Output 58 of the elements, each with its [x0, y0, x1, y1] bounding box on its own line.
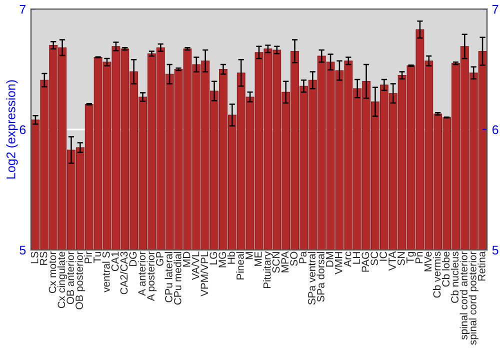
x-tick-label: SO [290, 252, 298, 266]
x-tick-label: CPu lateral [164, 252, 172, 302]
x-tick-label: SPa dorsal [316, 252, 324, 302]
x-tick-label: Cb vermis [432, 252, 441, 298]
y-tick-label: 7 [20, 5, 26, 14]
y2-tick-label: 5 [492, 246, 498, 255]
y2-tick-label: 7 [492, 5, 498, 14]
x-tick-label: ventral S [102, 252, 110, 292]
x-tick-label: SCN [272, 252, 280, 273]
x-tick-label: IC [380, 252, 387, 261]
x-tick-label: Arc [344, 252, 352, 267]
x-tick-label: LG [210, 252, 218, 264]
x-tick-label: CA2/CA3 [120, 252, 128, 294]
x-tick-label: Pituitary [263, 251, 273, 288]
x-tick-label: Pa [299, 251, 306, 264]
x-tick-label: VMH [335, 252, 342, 274]
x-tick-label: Cb lobe [442, 252, 450, 287]
x-tick-label: CPu medial [174, 252, 182, 305]
x-tick-label: spinal cord posterior [468, 251, 478, 345]
x-tick-label: SC [370, 252, 378, 266]
x-tick-label: Hb [227, 252, 235, 264]
x-tick-label: MVe [424, 252, 432, 272]
x-tick-label: PAG [362, 252, 370, 272]
x-tick-label: MG [218, 252, 226, 268]
x-tick-label: Tu [94, 252, 101, 263]
x-tick-label: RS [40, 252, 48, 265]
x-tick-label: SN [397, 252, 405, 266]
x-tick-label: LH [352, 252, 360, 264]
x-tick-label: ME [254, 252, 262, 266]
x-tick-label: Cx motor [48, 251, 56, 294]
x-tick-label: Pineal [236, 252, 244, 280]
x-tick-label: OB anterior [66, 251, 74, 304]
x-tick-label: LS [30, 252, 38, 264]
x-tick-label: Pir [84, 251, 92, 264]
x-tick-label: Retina [478, 251, 486, 281]
x-tick-label: GP [156, 252, 164, 266]
x-tick-label: M [246, 252, 253, 260]
y-tick-label: 6 [20, 125, 26, 134]
x-tick-label: DG [129, 252, 137, 266]
x-tick-label: CA1 [111, 252, 119, 272]
x-tick-label: Cx cingulate [57, 252, 68, 308]
x-tick-label: A anterior [138, 251, 146, 296]
x-tick-label: A posterior [146, 251, 157, 302]
x-tick-label: VPM/VPL [200, 252, 208, 296]
x-tick-label: DM [326, 252, 334, 267]
y-axis-title: Log2 (expression) [6, 80, 18, 178]
x-tick-label: MD [183, 252, 190, 267]
x-tick-label: OB posterior [75, 251, 86, 310]
x-tick-label: spinal cord anterior [460, 251, 470, 340]
x-tick-label: MPA [281, 251, 289, 272]
x-tick-label: Pn [415, 252, 423, 264]
y-tick-label: 5 [20, 246, 26, 255]
x-tick-label: Cb nucleus [450, 252, 458, 303]
x-tick-label: VA/VL [192, 252, 200, 280]
x-tick-label: VTA [388, 251, 396, 271]
y2-tick-label: 6 [492, 125, 498, 134]
x-tick-label: Tg [406, 252, 416, 264]
x-tick-label: SPa ventral [308, 252, 316, 305]
